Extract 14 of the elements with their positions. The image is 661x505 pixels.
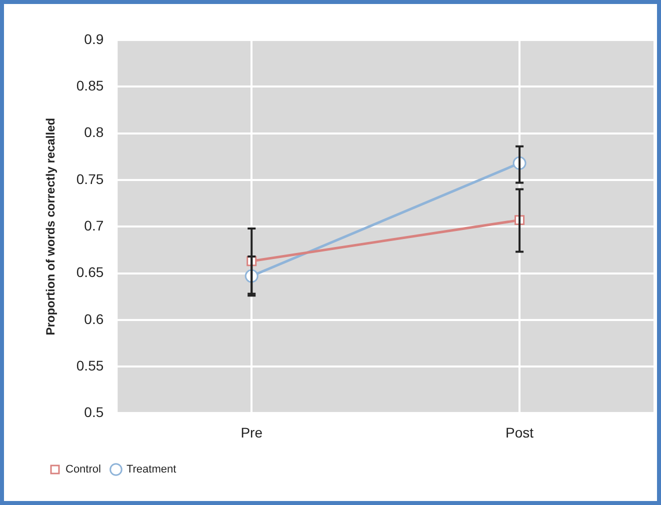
y-tick-label: 0.6 [84, 310, 104, 327]
y-tick-label: 0.8 [84, 124, 104, 140]
x-tick-label: Post [506, 424, 534, 440]
y-tick-label: 0.7 [84, 217, 104, 234]
y-tick-label: 0.55 [76, 357, 104, 374]
y-tick-label: 0.65 [76, 264, 104, 280]
x-tick-label: Pre [240, 424, 263, 440]
y-tick-label: 0.75 [76, 170, 104, 187]
y-tick-label: 0.5 [84, 404, 104, 420]
legend-label: Control [66, 464, 101, 476]
y-tick-label: 0.85 [76, 78, 104, 94]
legend-label: Treatment [126, 464, 176, 476]
y-tick-label: 0.9 [84, 30, 104, 47]
y-axis-title: Proportion of words correctly recalled [44, 118, 58, 336]
